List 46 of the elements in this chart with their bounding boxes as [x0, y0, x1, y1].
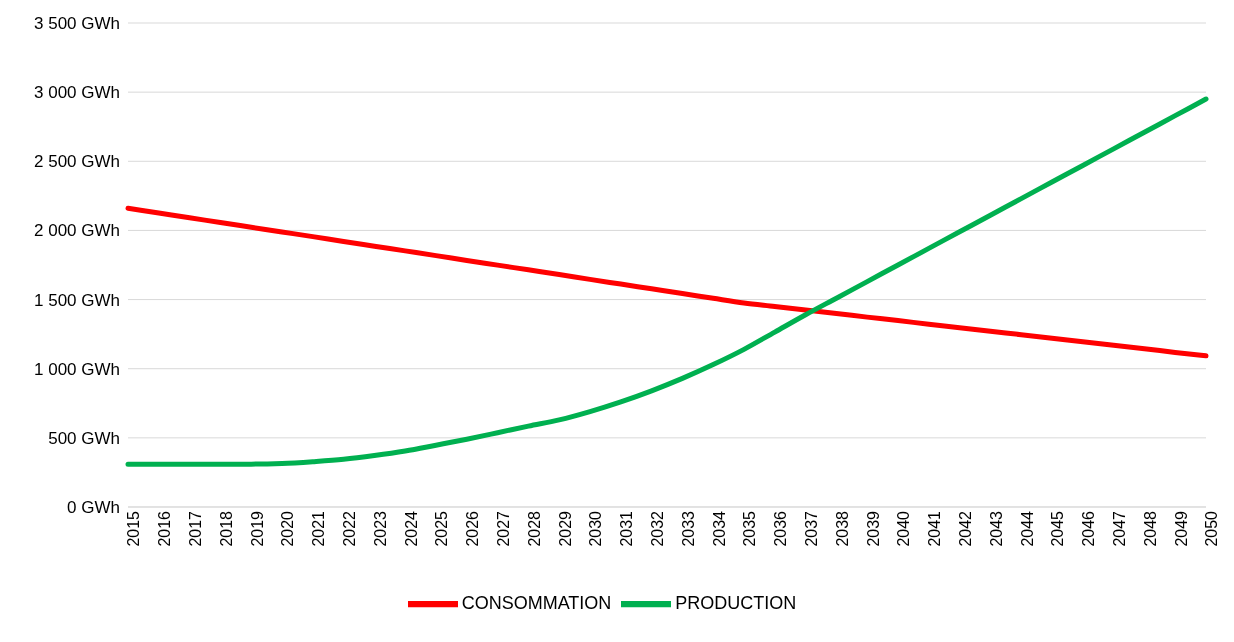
x-tick-label: 2041 — [926, 510, 944, 547]
x-tick-label: 2020 — [279, 510, 297, 547]
y-tick-label: 3 500 GWh — [34, 14, 120, 34]
x-tick-label: 2049 — [1172, 510, 1190, 547]
x-tick-label: 2027 — [494, 510, 512, 547]
x-tick-label: 2025 — [433, 510, 451, 547]
x-tick-label: 2039 — [864, 510, 882, 547]
x-tick-label: 2033 — [679, 510, 697, 547]
x-tick-label: 2043 — [987, 510, 1005, 547]
x-tick-label: 2026 — [464, 510, 482, 547]
x-tick-label: 2032 — [648, 510, 666, 547]
x-tick-label: 2030 — [587, 510, 605, 547]
x-tick-label: 2034 — [710, 510, 728, 547]
x-tick-label: 2023 — [371, 510, 389, 547]
legend-label: PRODUCTION — [675, 592, 797, 613]
x-tick-label: 2021 — [310, 510, 328, 547]
legend-label: CONSOMMATION — [461, 592, 612, 613]
y-tick-label: 3 000 GWh — [34, 83, 120, 103]
x-tick-label: 2050 — [1203, 510, 1221, 547]
y-tick-label: 2 500 GWh — [34, 152, 120, 172]
y-tick-label: 1 000 GWh — [34, 359, 120, 379]
x-tick-label: 2044 — [1018, 510, 1036, 547]
x-tick-label: 2038 — [833, 510, 851, 547]
x-tick-label: 2036 — [772, 510, 790, 547]
x-tick-label: 2016 — [156, 510, 174, 547]
x-tick-label: 2047 — [1110, 510, 1128, 547]
x-tick-label: 2031 — [618, 510, 636, 547]
x-tick-label: 2042 — [956, 510, 974, 547]
y-tick-label: 2 000 GWh — [34, 221, 120, 241]
x-tick-label: 2024 — [402, 510, 420, 547]
x-tick-label: 2018 — [217, 510, 235, 547]
x-tick-label: 2022 — [340, 510, 358, 547]
x-tick-label: 2045 — [1049, 510, 1067, 547]
y-tick-label: 0 GWh — [67, 498, 120, 518]
x-tick-label: 2019 — [248, 510, 266, 547]
y-tick-label: 500 GWh — [48, 428, 120, 448]
x-tick-label: 2028 — [525, 510, 543, 547]
x-tick-label: 2015 — [125, 510, 143, 547]
x-tick-label: 2048 — [1141, 510, 1159, 547]
x-tick-label: 2029 — [556, 510, 574, 547]
x-tick-label: 2017 — [186, 510, 204, 547]
x-tick-label: 2037 — [802, 510, 820, 547]
x-tick-label: 2040 — [895, 510, 913, 547]
x-tick-label: 2046 — [1080, 510, 1098, 547]
x-tick-label: 2035 — [741, 510, 759, 547]
y-tick-label: 1 500 GWh — [34, 290, 120, 310]
